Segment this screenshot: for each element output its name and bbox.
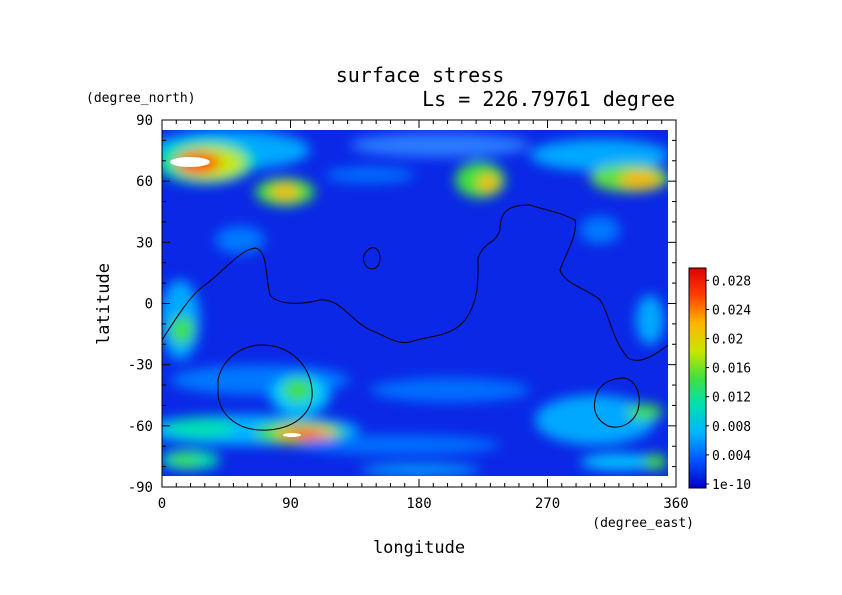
- x-axis-title: longitude: [373, 538, 465, 558]
- y-tick-label: -60: [128, 419, 153, 435]
- x-tick-label: 270: [535, 496, 560, 512]
- y-unit-label: (degree_north): [86, 91, 196, 106]
- peak-south: [283, 433, 301, 437]
- colorbar-label: 1e-10: [712, 478, 751, 493]
- field-blob: [283, 378, 313, 402]
- y-tick-label: 60: [136, 174, 153, 190]
- field-blob: [350, 133, 530, 157]
- field-blob: [370, 378, 530, 402]
- field-blob: [643, 454, 667, 470]
- field-blob: [300, 435, 500, 455]
- field-blob: [360, 465, 480, 475]
- field-blob: [171, 454, 199, 466]
- field-blob: [165, 418, 235, 438]
- y-axis-title: latitude: [94, 263, 114, 345]
- colorbar-label: 0.012: [712, 391, 751, 406]
- axis-ticks: [161, 119, 677, 488]
- contour-line-main: [162, 204, 668, 361]
- field-blob: [620, 172, 660, 188]
- colorbar-label: 0.016: [712, 362, 751, 377]
- colorbar-label: 0.024: [712, 303, 751, 318]
- colorbar-label: 0.02: [712, 333, 743, 348]
- field-blob: [325, 167, 415, 183]
- y-tick-label: 90: [136, 113, 153, 129]
- y-axis: 90 60 30 0 -30 -60 -90: [128, 113, 153, 496]
- field-blob: [627, 404, 663, 420]
- peak-north: [170, 157, 210, 167]
- colorbar-label: 0.028: [712, 274, 751, 289]
- y-tick-label: -30: [128, 358, 153, 374]
- chart-subtitle: Ls = 226.79761 degree: [422, 87, 675, 111]
- colorbar: 1e-10 0.004 0.008 0.012 0.016 0.02 0.024…: [688, 267, 751, 493]
- y-tick-label: -90: [128, 480, 153, 496]
- x-tick-label: 90: [282, 496, 299, 512]
- y-tick-label: 30: [136, 235, 153, 251]
- field-blob: [170, 316, 194, 344]
- field-blob: [271, 185, 299, 199]
- field-blob: [636, 295, 664, 345]
- field-blob: [215, 226, 265, 254]
- x-tick-label: 360: [663, 496, 688, 512]
- field-blob: [478, 175, 498, 191]
- x-tick-label: 180: [406, 496, 431, 512]
- heatmap-field: [162, 130, 668, 476]
- field-blob: [580, 454, 660, 470]
- field-blob: [580, 216, 620, 244]
- contour-line-island: [363, 247, 381, 270]
- colorbar-gradient: [688, 267, 707, 489]
- contour-line-crater-east: [593, 377, 640, 428]
- colorbar-label: 0.004: [712, 449, 751, 464]
- field-blob: [535, 395, 655, 445]
- x-axis: 0 90 180 270 360: [158, 496, 689, 512]
- field-blob: [530, 139, 668, 171]
- x-unit-label: (degree_east): [592, 516, 694, 531]
- contour-line-crater-west: [217, 344, 313, 431]
- y-tick-label: 0: [145, 297, 153, 313]
- chart-title: surface stress: [336, 63, 505, 87]
- topography-contours: [162, 204, 668, 431]
- colorbar-label: 0.008: [712, 420, 751, 435]
- x-tick-label: 0: [158, 496, 166, 512]
